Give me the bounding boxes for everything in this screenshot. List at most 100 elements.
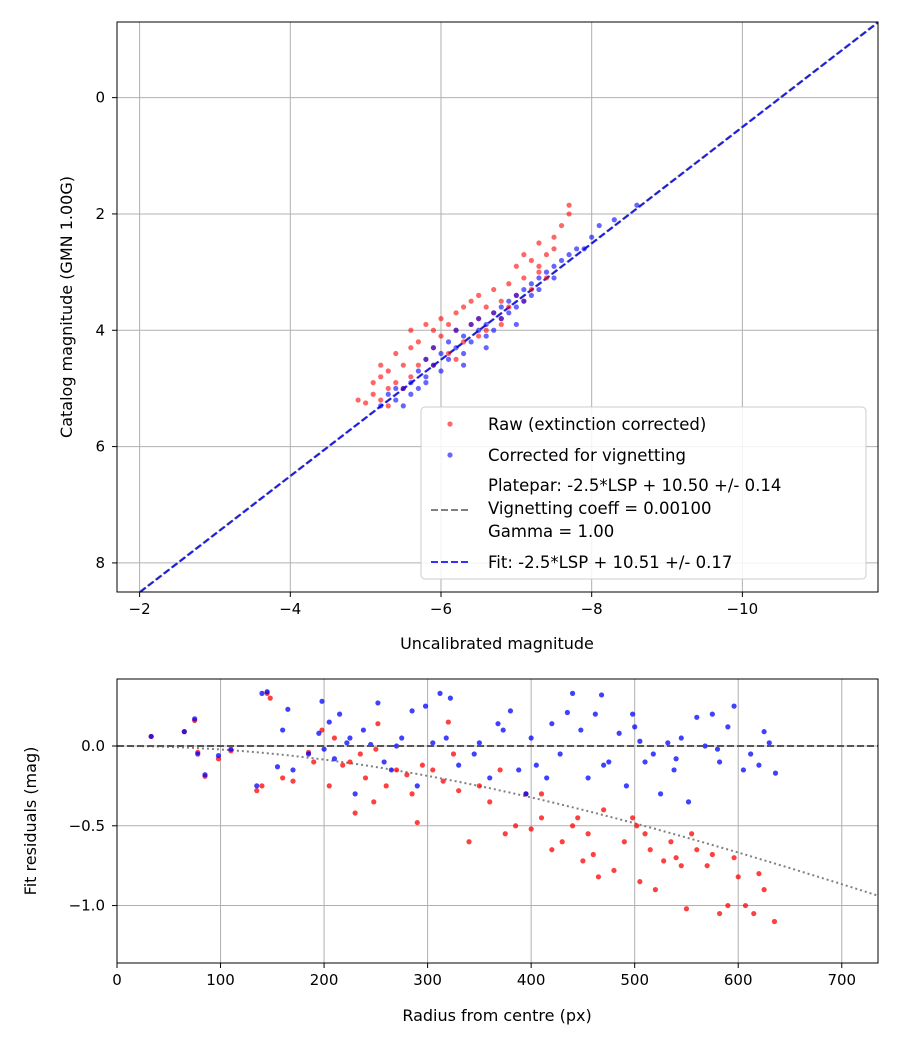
raw-point [498,321,504,328]
corrected-point [408,380,414,386]
raw-point [415,339,421,345]
raw-residual-point [569,823,576,829]
top-y-axis-label: Catalog magnitude (GMN 1.00G) [57,176,76,438]
corrected-point [528,292,535,298]
raw-residual-point [580,858,586,864]
bottom-x-tick-label: 200 [310,971,339,989]
raw-residual-point [259,783,265,789]
bottom-axis-ticks: 0 100 200 300 400 500 600 700 0.0 −0.5 −1.0 [69,737,857,989]
raw-point [460,304,467,310]
raw-residual-point [601,807,607,813]
raw-point [408,327,414,333]
corrected-point [521,286,527,293]
corrected-residual-point [388,767,394,773]
raw-point [430,327,437,333]
corrected-residual-point [725,724,731,730]
corrected-point [378,403,384,409]
raw-residual-point [652,887,658,893]
bottom-x-tick-label: 400 [517,971,546,989]
raw-residual-point [430,767,436,773]
corrected-point [460,333,467,339]
raw-residual-point [761,887,767,893]
corrected-residual-point [578,727,584,733]
corrected-point [438,350,444,357]
corrected-residual-point [409,708,415,714]
corrected-residual-point [549,721,555,727]
raw-point [521,275,527,281]
corrected-residual-point [601,762,607,768]
legend-fit-label: Fit: -2.5*LSP + 10.51 +/- 0.17 [488,553,732,572]
corrected-residual-point [702,743,708,749]
raw-residual-point [595,874,602,880]
corrected-residual-point [321,746,327,752]
corrected-point [445,339,452,345]
corrected-point [566,252,572,258]
corrected-residual-point [630,711,636,717]
corrected-residual-point [714,746,721,752]
raw-point [543,275,550,281]
raw-residual-point [575,815,581,821]
corrected-residual-point [487,775,493,781]
legend-raw-marker [447,421,453,427]
raw-residual-point [513,823,519,829]
corrected-residual-point [202,772,208,778]
corrected-residual-point [259,690,265,696]
corrected-point [453,345,459,351]
corrected-point [438,368,444,374]
raw-point [385,403,391,409]
corrected-point [393,397,399,403]
corrected-residual-point [331,756,338,762]
raw-residual-point [725,902,731,909]
corrected-point [476,327,482,333]
raw-residual-point [634,823,640,829]
corrected-residual-point [316,730,322,736]
corrected-point [634,202,640,208]
corrected-residual-point [290,767,296,773]
raw-point [566,211,572,217]
raw-residual-point [340,762,346,768]
bottom-reference-lines [117,745,879,897]
top-x-axis-label: Uncalibrated magnitude [400,634,594,653]
corrected-point [551,275,557,281]
corrected-residual-point [569,690,576,696]
top-scatter-points [355,202,640,409]
raw-residual-point [751,910,757,917]
corrected-residual-point [399,735,405,741]
corrected-residual-point [592,711,598,717]
raw-point [445,321,452,328]
bottom-y-tick-label: −0.5 [69,817,105,835]
raw-residual-point [637,879,643,885]
corrected-residual-point [422,703,429,709]
corrected-residual-point [192,716,198,722]
corrected-point [513,321,519,328]
corrected-residual-point [528,735,534,741]
legend: Raw (extinction corrected) Corrected for… [420,406,867,580]
corrected-point [430,362,437,368]
corrected-point [415,385,421,392]
raw-residual-point [362,775,369,781]
corrected-residual-point [533,762,539,768]
raw-residual-point [326,783,332,789]
raw-residual-point [331,735,338,741]
corrected-point [536,275,542,281]
corrected-residual-point [740,767,747,773]
corrected-residual-point [544,775,550,781]
corrected-residual-point [326,719,332,725]
raw-residual-point [404,772,410,778]
corrected-residual-point [650,751,656,757]
corrected-point [483,345,489,351]
corrected-residual-point [766,740,772,746]
bottom-x-axis-label: Radius from centre (px) [402,1006,591,1025]
corrected-residual-point [516,767,522,773]
raw-residual-point [668,839,674,845]
raw-point [453,310,459,316]
corrected-point [528,281,535,287]
corrected-residual-point [443,735,449,741]
corrected-residual-point [731,703,737,709]
top-plot-frame [116,21,879,593]
raw-residual-point [419,762,426,768]
corrected-residual-point [285,706,291,712]
corrected-point [558,257,565,264]
raw-residual-point [311,759,317,765]
